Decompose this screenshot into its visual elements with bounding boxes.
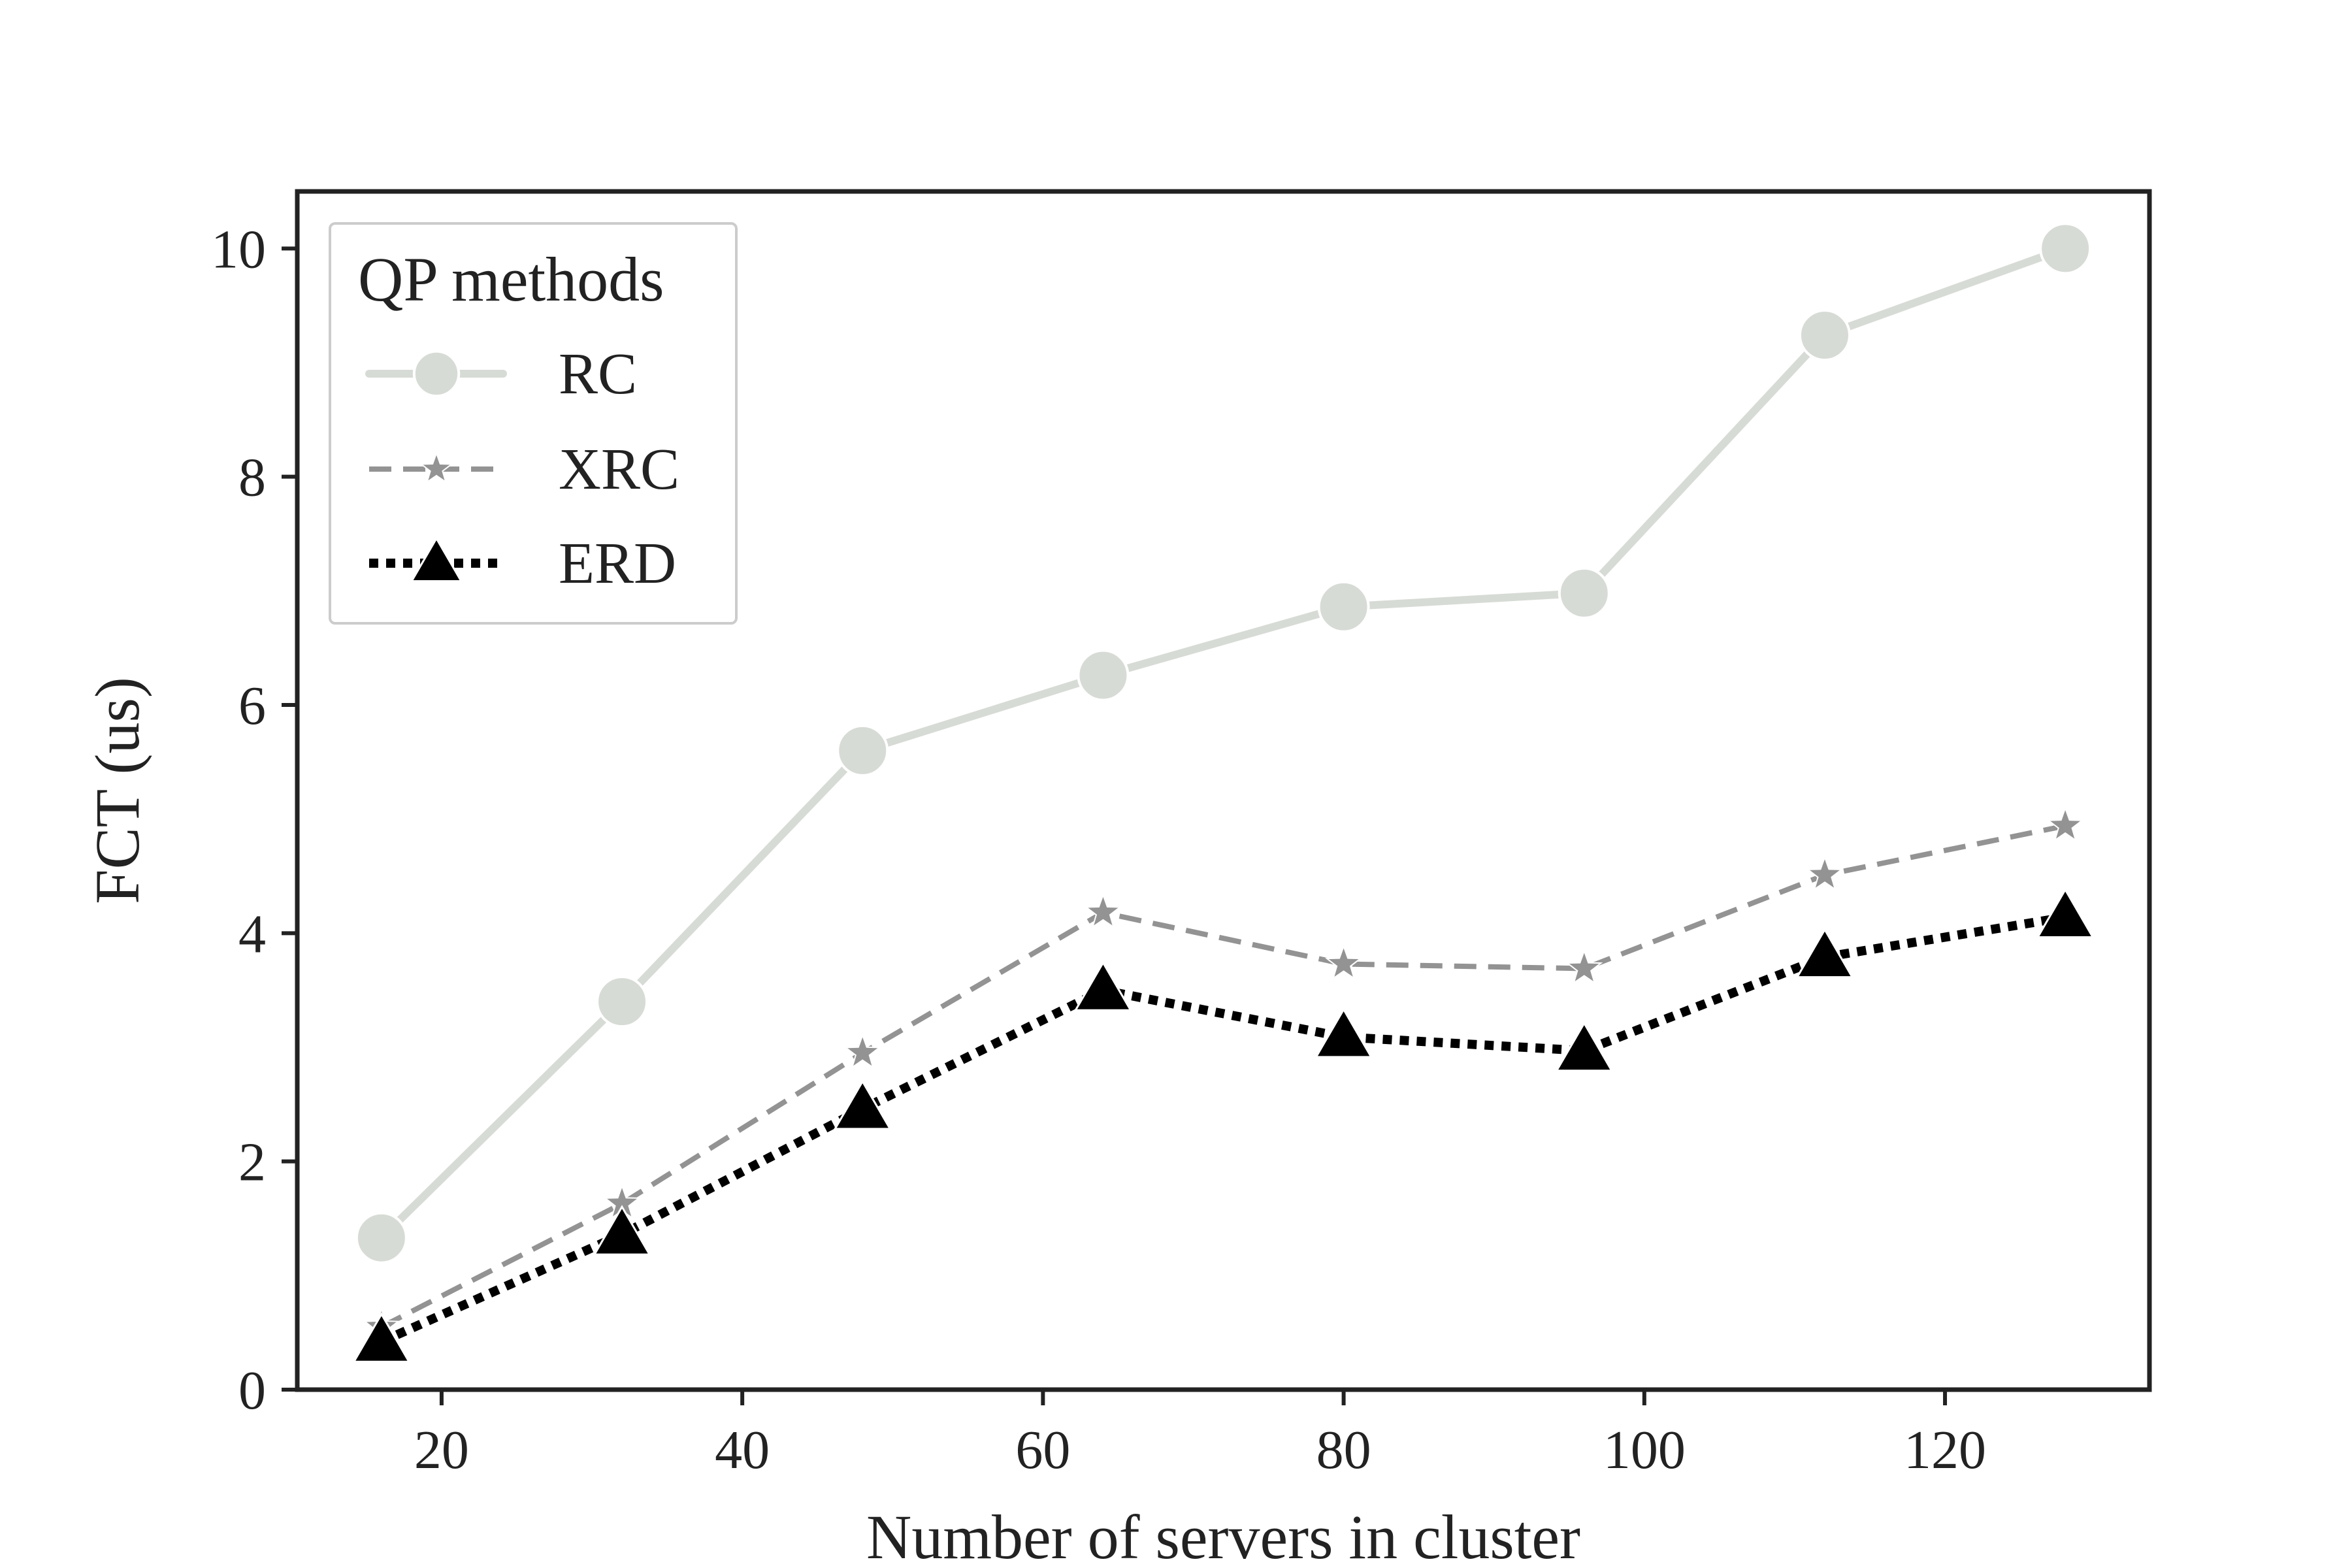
y-tick-label: 2 [238,1132,266,1193]
data-point-erd [593,1205,651,1256]
x-tick-label: 60 [1015,1420,1070,1480]
series-erd [352,887,2095,1363]
legend-items: RC XRC ERD [365,342,679,596]
data-point-xrc [1084,892,1122,929]
y-tick-label: 0 [238,1360,266,1421]
data-point-erd [1554,1021,1614,1072]
y-tick-label: 6 [238,676,266,736]
data-point-rc [596,975,649,1028]
legend-box [329,222,738,625]
data-point-xrc [2046,806,2084,842]
x-tick-label: 20 [414,1420,469,1480]
legend-label-erd: ERD [559,531,676,596]
data-point-xrc [1806,855,1844,891]
data-point-erd [1795,927,1854,979]
data-point-erd [2036,887,2095,938]
series-line-erd [380,912,2066,1346]
y-tick-label: 4 [238,904,266,964]
series-line-rc [377,244,2070,1242]
x-tick-label: 100 [1603,1420,1686,1480]
y-axis-title: FCT (us) [82,677,152,904]
x-tick-label: 80 [1316,1420,1371,1480]
legend-marker-erd [410,536,463,582]
data-point-rc [2039,222,2092,275]
legend-marker-rc [412,350,461,398]
legend-title: QP methods [358,244,664,314]
data-point-xrc [1565,949,1603,985]
y-tick-label: 10 [211,219,266,280]
legend-label-xrc: XRC [559,437,679,502]
plot-frame [295,189,2152,1392]
legend-item-erd: ERD [369,531,676,596]
y-tick-label: 8 [238,448,266,508]
series-line-xrc [380,823,2066,1330]
x-tick-label: 120 [1904,1420,1986,1480]
legend-item-xrc: XRC [369,437,679,502]
tick-layer: 20 40 60 80 100 120 0 2 4 6 8 10 [211,219,1986,1480]
data-point-erd [1314,1007,1373,1058]
data-point-rc [836,724,889,777]
data-point-xrc [843,1033,881,1070]
data-point-xrc [1325,944,1363,980]
data-point-erd [352,1312,411,1363]
legend: QP methods RC XRC ERD [329,222,738,625]
data-point-erd [1073,960,1133,1011]
x-tick-label: 40 [715,1420,770,1480]
legend-marker-xrc [419,451,453,484]
data-point-rc [355,1211,408,1264]
x-axis-title: Number of servers in cluster [866,1502,1580,1568]
data-point-rc [1558,566,1610,619]
data-point-rc [1077,649,1130,702]
series-layer [352,222,2095,1363]
data-point-rc [1317,580,1370,633]
data-point-erd [833,1079,892,1130]
legend-item-rc: RC [365,342,637,406]
series-xrc [363,806,2084,1343]
series-rc [355,222,2092,1264]
data-point-rc [1798,309,1851,362]
legend-label-rc: RC [559,342,637,406]
